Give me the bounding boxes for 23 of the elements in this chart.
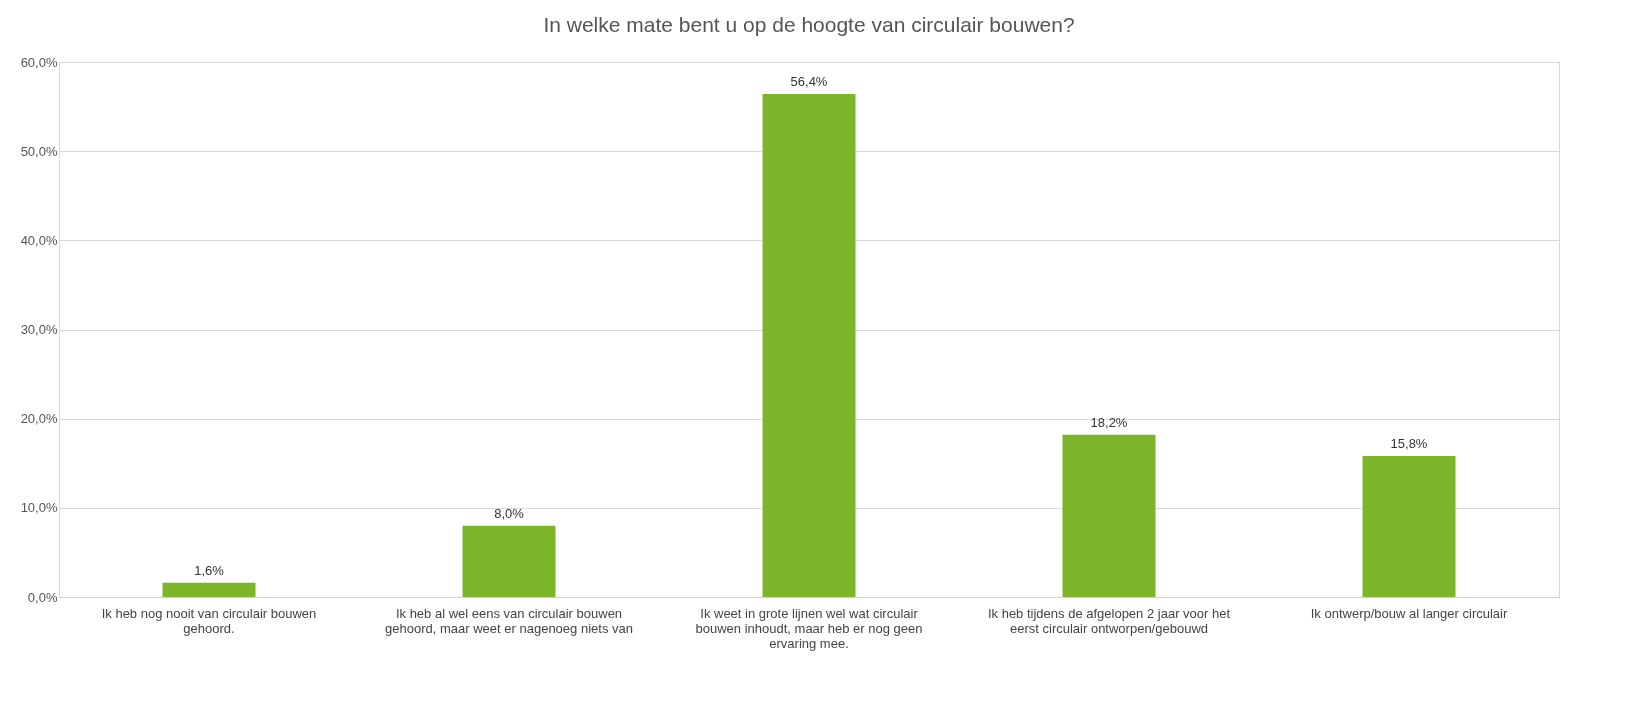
y-tick-label: 0,0% <box>27 589 58 605</box>
y-tick-label: 40,0% <box>20 232 58 248</box>
bar <box>162 582 256 597</box>
bar <box>1362 456 1456 597</box>
data-label: 15,8% <box>1390 436 1428 452</box>
y-tick-label: 20,0% <box>20 411 58 427</box>
chart-title: In welke mate bent u op de hoogte van circulair bouwen? <box>543 13 1075 36</box>
x-tick-label: Ik ontwerp/bouw al langer circulair <box>1310 605 1508 621</box>
y-tick-label: 50,0% <box>20 143 58 159</box>
bar <box>1062 434 1156 597</box>
data-label: 56,4% <box>790 74 828 90</box>
data-label: 1,6% <box>194 562 225 578</box>
x-tick-label: Ik heb al wel eens van circulair bouwen gehoord, maar weet er nagenoeg niets van <box>385 605 633 636</box>
bar <box>462 525 556 597</box>
y-tick-label: 60,0% <box>20 54 58 70</box>
data-label: 18,2% <box>1090 414 1128 430</box>
y-tick-label: 10,0% <box>20 500 58 516</box>
data-label: 8,0% <box>494 505 525 521</box>
x-tick-label: Ik heb nog nooit van circulair bouwen gehoord. <box>101 605 317 636</box>
x-tick-label: Ik weet in grote lijnen wel wat circulair bouwen inhoudt, maar heb er nog geen ervaring mee. <box>695 605 923 651</box>
bar <box>762 94 856 597</box>
y-tick-label: 30,0% <box>20 322 58 337</box>
x-tick-label: Ik heb tijdens de afgelopen 2 jaar voor het eerst circulair ontworpen/gebouwd <box>987 605 1231 636</box>
